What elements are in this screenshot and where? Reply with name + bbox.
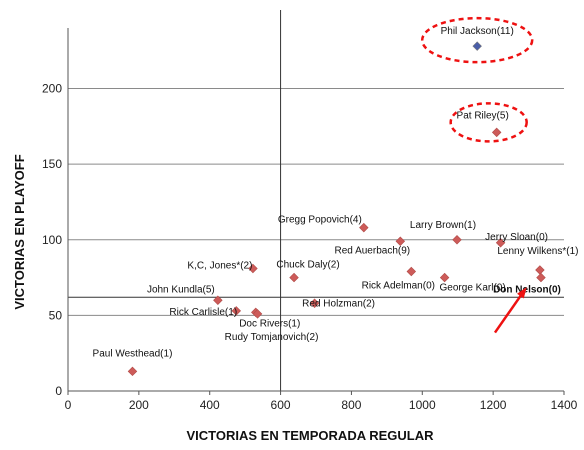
point-label: Don Nelson(0) <box>493 285 561 296</box>
arrow-annotation <box>493 288 526 334</box>
data-point <box>536 272 546 283</box>
highlight-ellipses <box>420 16 534 143</box>
point-label: George Karl(0) <box>440 283 506 294</box>
data-point <box>439 272 450 283</box>
y-tick-label: 50 <box>49 308 63 322</box>
data-point <box>127 366 138 377</box>
data-point <box>491 127 502 138</box>
y-tick-label: 150 <box>42 157 62 171</box>
point-label: Red Holzman(2) <box>302 298 375 309</box>
x-tick-label: 800 <box>341 398 361 412</box>
point-label: Pat Riley(5) <box>457 110 509 121</box>
point-label: Doc Rivers(1) <box>239 318 300 329</box>
grid-layer <box>68 88 564 316</box>
point-label: Paul Westhead(1) <box>93 348 173 359</box>
data-point <box>309 298 320 308</box>
data-point <box>452 235 462 245</box>
x-tick-label: 1000 <box>409 398 436 412</box>
data-point <box>289 272 299 283</box>
data-point <box>495 238 506 248</box>
point-label: Rudy Tomjanovich(2) <box>225 332 319 343</box>
data-point <box>359 222 369 233</box>
y-axis-title: VICTORIAS EN PLAYOFF <box>12 154 27 309</box>
x-tick-label: 1400 <box>551 398 578 412</box>
x-tick-label: 600 <box>271 398 291 412</box>
data-point <box>248 263 258 274</box>
x-tick-label: 400 <box>200 398 220 412</box>
data-points <box>127 41 546 377</box>
point-label: Red Auerbach(9) <box>335 245 411 256</box>
x-tick-label: 0 <box>65 398 72 412</box>
point-label: Gregg Popovich(4) <box>278 215 362 226</box>
point-label: Lenny Wilkens*(1) <box>497 246 578 257</box>
axes: 0 50 100 150 200 0 200 400 600 800 1000 1200 1400 <box>42 28 578 412</box>
highlight-ellipse <box>449 102 528 143</box>
data-point <box>252 309 263 319</box>
point-label: Chuck Daly(2) <box>276 260 339 271</box>
x-tick-label: 1200 <box>480 398 507 412</box>
point-label: Larry Brown(1) <box>410 220 476 231</box>
x-tick-label: 200 <box>129 398 149 412</box>
data-point <box>231 306 242 316</box>
y-tick-label: 100 <box>42 233 62 247</box>
point-label: Jerry Sloan(0) <box>485 232 548 243</box>
point-labels: Phil Jackson(11) Pat Riley(5) Gregg Popovi… <box>93 26 579 359</box>
point-label: John Kundla(5) <box>147 284 215 295</box>
data-point <box>535 265 545 275</box>
y-tick-label: 0 <box>55 384 62 398</box>
point-label: Rick Carlisle(1) <box>169 307 237 318</box>
data-point <box>472 41 482 51</box>
data-point <box>406 266 417 277</box>
point-label: Rick Adelman(0) <box>362 281 435 292</box>
data-point <box>213 295 223 305</box>
highlight-ellipse <box>420 16 534 64</box>
data-point <box>395 236 406 246</box>
x-axis-title: VICTORIAS EN TEMPORADA REGULAR <box>186 428 434 443</box>
y-tick-label: 200 <box>42 82 62 96</box>
annotations <box>493 287 527 334</box>
reference-lines <box>68 10 564 391</box>
arrow-head <box>517 287 527 299</box>
point-label: K,C, Jones*(2) <box>187 260 252 271</box>
point-label: Phil Jackson(11) <box>441 26 514 37</box>
